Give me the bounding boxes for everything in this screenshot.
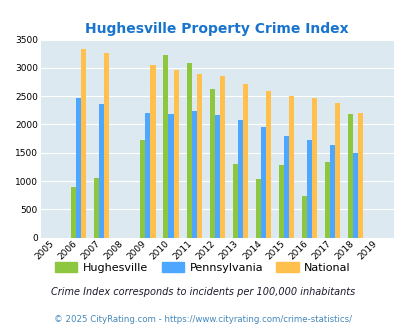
Bar (140, 140, 145, 238)
Bar (265, 90, 270, 238)
Bar (324, 162, 329, 238)
Bar (232, 164, 237, 238)
Bar (186, 63, 191, 238)
Bar (99, 104, 104, 238)
Bar (352, 153, 357, 238)
Bar (311, 98, 316, 238)
Text: Crime Index corresponds to incidents per 100,000 inhabitants: Crime Index corresponds to incidents per… (51, 287, 354, 297)
Bar (278, 165, 283, 238)
Bar (335, 103, 339, 238)
Bar (209, 89, 214, 238)
Title: Hughesville Property Crime Index: Hughesville Property Crime Index (85, 22, 348, 36)
Bar (347, 114, 352, 238)
Bar (306, 140, 311, 238)
Bar (94, 178, 99, 238)
Bar (260, 127, 265, 238)
Bar (237, 120, 242, 238)
Bar (219, 76, 224, 238)
Bar (301, 196, 306, 238)
Bar (168, 114, 173, 238)
Bar (357, 113, 362, 238)
Bar (288, 96, 293, 238)
Bar (104, 53, 109, 238)
Bar (173, 70, 178, 238)
Bar (145, 113, 150, 238)
Bar (71, 187, 76, 238)
Bar (329, 145, 335, 238)
Bar (76, 98, 81, 238)
Bar (81, 49, 86, 238)
Bar (283, 136, 288, 238)
Bar (150, 65, 155, 238)
Bar (163, 55, 168, 238)
Bar (255, 179, 260, 238)
Legend: Hughesville, Pennsylvania, National: Hughesville, Pennsylvania, National (51, 258, 354, 278)
Bar (214, 115, 219, 238)
Bar (242, 84, 247, 238)
Bar (191, 112, 196, 238)
Bar (196, 74, 201, 238)
Text: © 2025 CityRating.com - https://www.cityrating.com/crime-statistics/: © 2025 CityRating.com - https://www.city… (54, 315, 351, 324)
